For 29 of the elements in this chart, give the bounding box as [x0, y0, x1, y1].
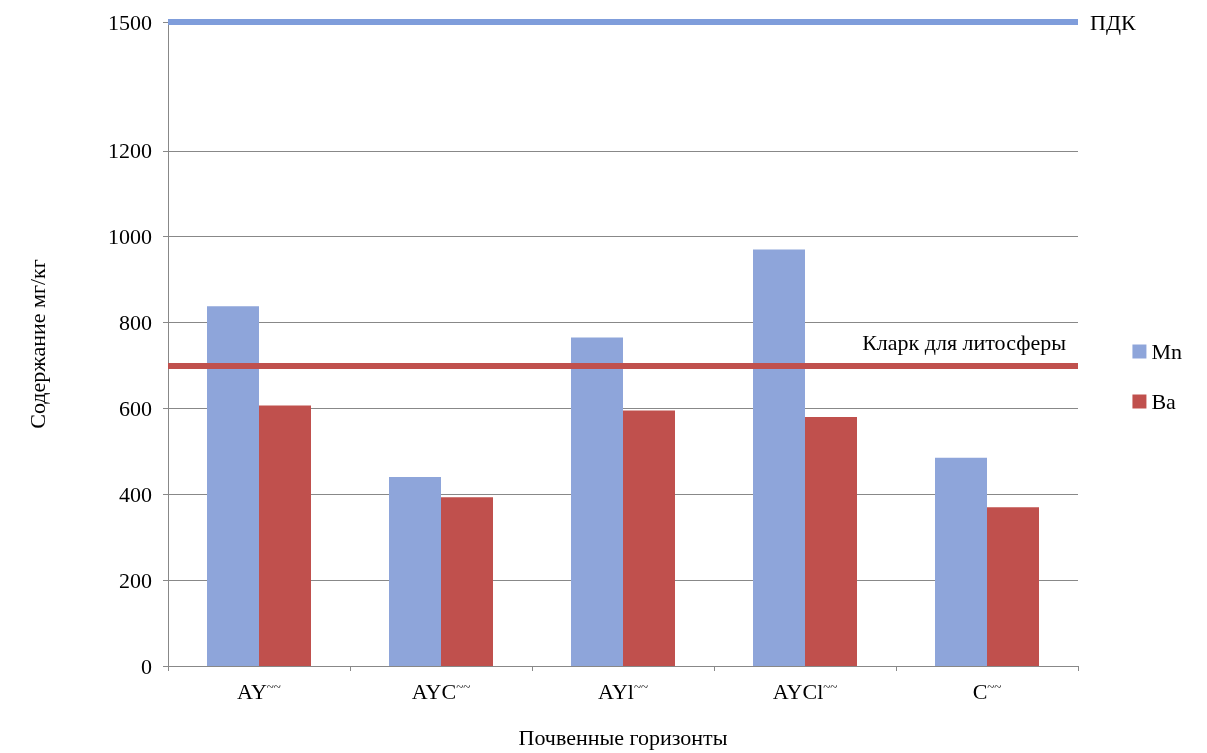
- y-tick-label: 200: [119, 567, 152, 593]
- x-tick-label: AYCl~~: [772, 679, 838, 704]
- x-tick-label: C~~: [972, 679, 1002, 704]
- y-tick-label: 400: [119, 481, 152, 507]
- bar: [207, 306, 259, 666]
- legend-label: Mn: [1151, 339, 1182, 364]
- y-tick-label: 1000: [108, 224, 152, 250]
- bar: [935, 457, 987, 666]
- ref-line-label: ПДК: [1090, 9, 1136, 35]
- x-axis-title: Почвенные горизонты: [518, 724, 728, 750]
- x-tick-label: AYC~~: [411, 679, 471, 704]
- x-tick-label: AY~~: [237, 679, 281, 704]
- legend-label: Ba: [1151, 389, 1177, 414]
- x-tick-label: AYl~~: [598, 679, 648, 704]
- bar: [805, 416, 857, 666]
- y-tick-label: 800: [119, 310, 152, 336]
- y-tick-label: 1500: [108, 9, 152, 35]
- y-tick-label: 0: [141, 653, 152, 679]
- y-tick-label: 1200: [108, 138, 152, 164]
- bar: [987, 507, 1039, 666]
- bar: [441, 497, 493, 666]
- y-tick-label: 600: [119, 395, 152, 421]
- bar: [753, 249, 805, 666]
- y-axis-title: Содержание мг/кг: [24, 259, 50, 429]
- bar: [389, 477, 441, 666]
- bar: [623, 410, 675, 666]
- bar: [259, 405, 311, 666]
- ref-line-label: Кларк для литосферы: [862, 329, 1067, 355]
- bar: [571, 337, 623, 666]
